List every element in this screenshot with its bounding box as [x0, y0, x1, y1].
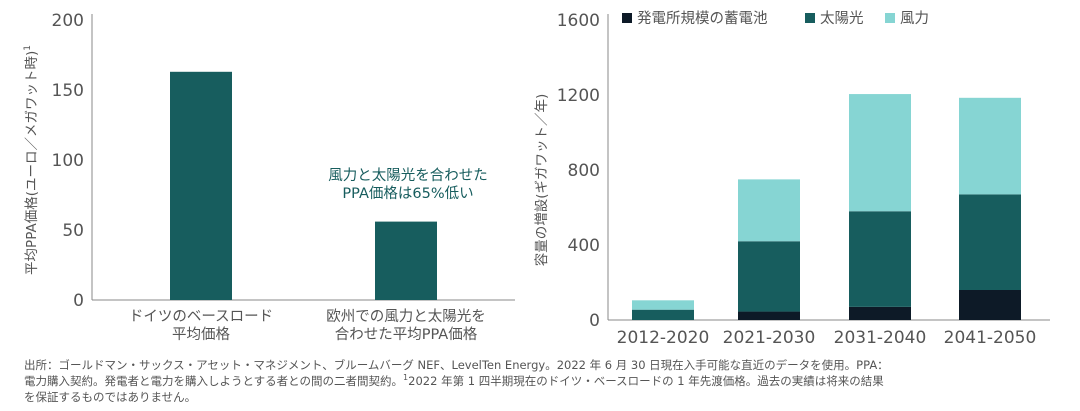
chart2-bar-segment	[738, 241, 800, 312]
chart1-x-tick-label: ドイツのベースロード平均価格	[129, 309, 273, 343]
chart2-bar-segment	[632, 300, 694, 310]
chart2-x-tick-label: 2012-2020	[617, 328, 710, 348]
footnote-line-2a: 電力購入契約。発電者と電力を購入しようとする者との間の二者間契約。	[24, 374, 404, 388]
chart2-bar-segment	[959, 97, 1021, 195]
chart2-legend-label: 発電所規模の蓄電池	[637, 10, 768, 27]
chart1-annotation: 風力と太陽光を合わせた PPA価格は65%低い	[328, 167, 488, 202]
chart2-legend-label: 風力	[900, 10, 929, 27]
footnote-line-1: 出所：ゴールドマン・サックス・アセット・マネジメント、ブルームバーグ NEF、L…	[24, 358, 889, 372]
chart2-y-tick-label: 400	[568, 236, 600, 256]
chart1-y-tick-label: 100	[52, 151, 84, 171]
chart2-legend-swatch	[885, 13, 895, 23]
chart2-y-tick-label: 800	[568, 161, 600, 181]
charts-canvas: 0 50 100 150 200 ドイツのベースロード平均価格 欧州での風力と太陽光を合わせ…	[23, 10, 1050, 348]
footnote-marker: 1	[403, 373, 409, 382]
chart2-y-tick-label: 1200	[557, 86, 600, 106]
chart1-bar	[170, 71, 232, 300]
chart2-bar-segment	[849, 306, 911, 320]
chart2-x-tick-label: 2031-2040	[834, 328, 927, 348]
chart2-bar-segment	[959, 290, 1021, 320]
chart2-y-tick-label: 0	[589, 311, 600, 331]
chart2-legend-swatch	[805, 13, 815, 23]
chart2-x-tick-label: 2041-2050	[944, 328, 1037, 348]
chart1-y-tick-label: 150	[52, 81, 84, 101]
chart1-y-axis-title: 平均PPA価格(ユーロ／メガワット時)1	[23, 45, 40, 275]
footnote-line-2: 電力購入契約。発電者と電力を購入しようとする者との間の二者間契約。12022 年…	[24, 373, 1064, 389]
chart2-y-axis-title: 容量の増設(ギガワット／年)	[533, 94, 550, 267]
chart2-bar-segment	[738, 179, 800, 242]
chart2-legend-swatch	[622, 13, 632, 23]
chart2-x-tick-label: 2021-2030	[723, 328, 816, 348]
footnote-line-2b: 2022 年第 1 四半期現在のドイツ・ベースロードの 1 年先渡価格。過去の実…	[408, 374, 884, 388]
chart1-y-tick-label: 50	[62, 221, 84, 241]
footnote: 出所：ゴールドマン・サックス・アセット・マネジメント、ブルームバーグ NEF、L…	[24, 357, 1064, 405]
chart-ppa-price: 0 50 100 150 200 ドイツのベースロード平均価格 欧州での風力と太陽光を合わせ…	[23, 11, 515, 343]
chart2-bar-segment	[849, 211, 911, 307]
chart2-bar-segment	[849, 94, 911, 212]
chart2-y-tick-label: 1600	[557, 11, 600, 31]
chart1-y-tick-label: 0	[73, 291, 84, 311]
chart2-bar-segment	[959, 194, 1021, 290]
chart2-bar-segment	[632, 309, 694, 320]
footnote-line-3: を保証するものではありません。	[24, 390, 197, 404]
chart1-y-tick-label: 200	[52, 11, 84, 31]
chart1-bar	[375, 221, 437, 300]
chart2-bar-segment	[738, 311, 800, 320]
chart-capacity-additions: 0 400 800 1200 1600 2012-2020 2021-2030 2031-20…	[533, 10, 1050, 348]
chart2-legend-label: 太陽光	[820, 10, 864, 27]
chart1-x-tick-label: 欧州での風力と太陽光を合わせた平均PPA価格	[326, 308, 486, 343]
